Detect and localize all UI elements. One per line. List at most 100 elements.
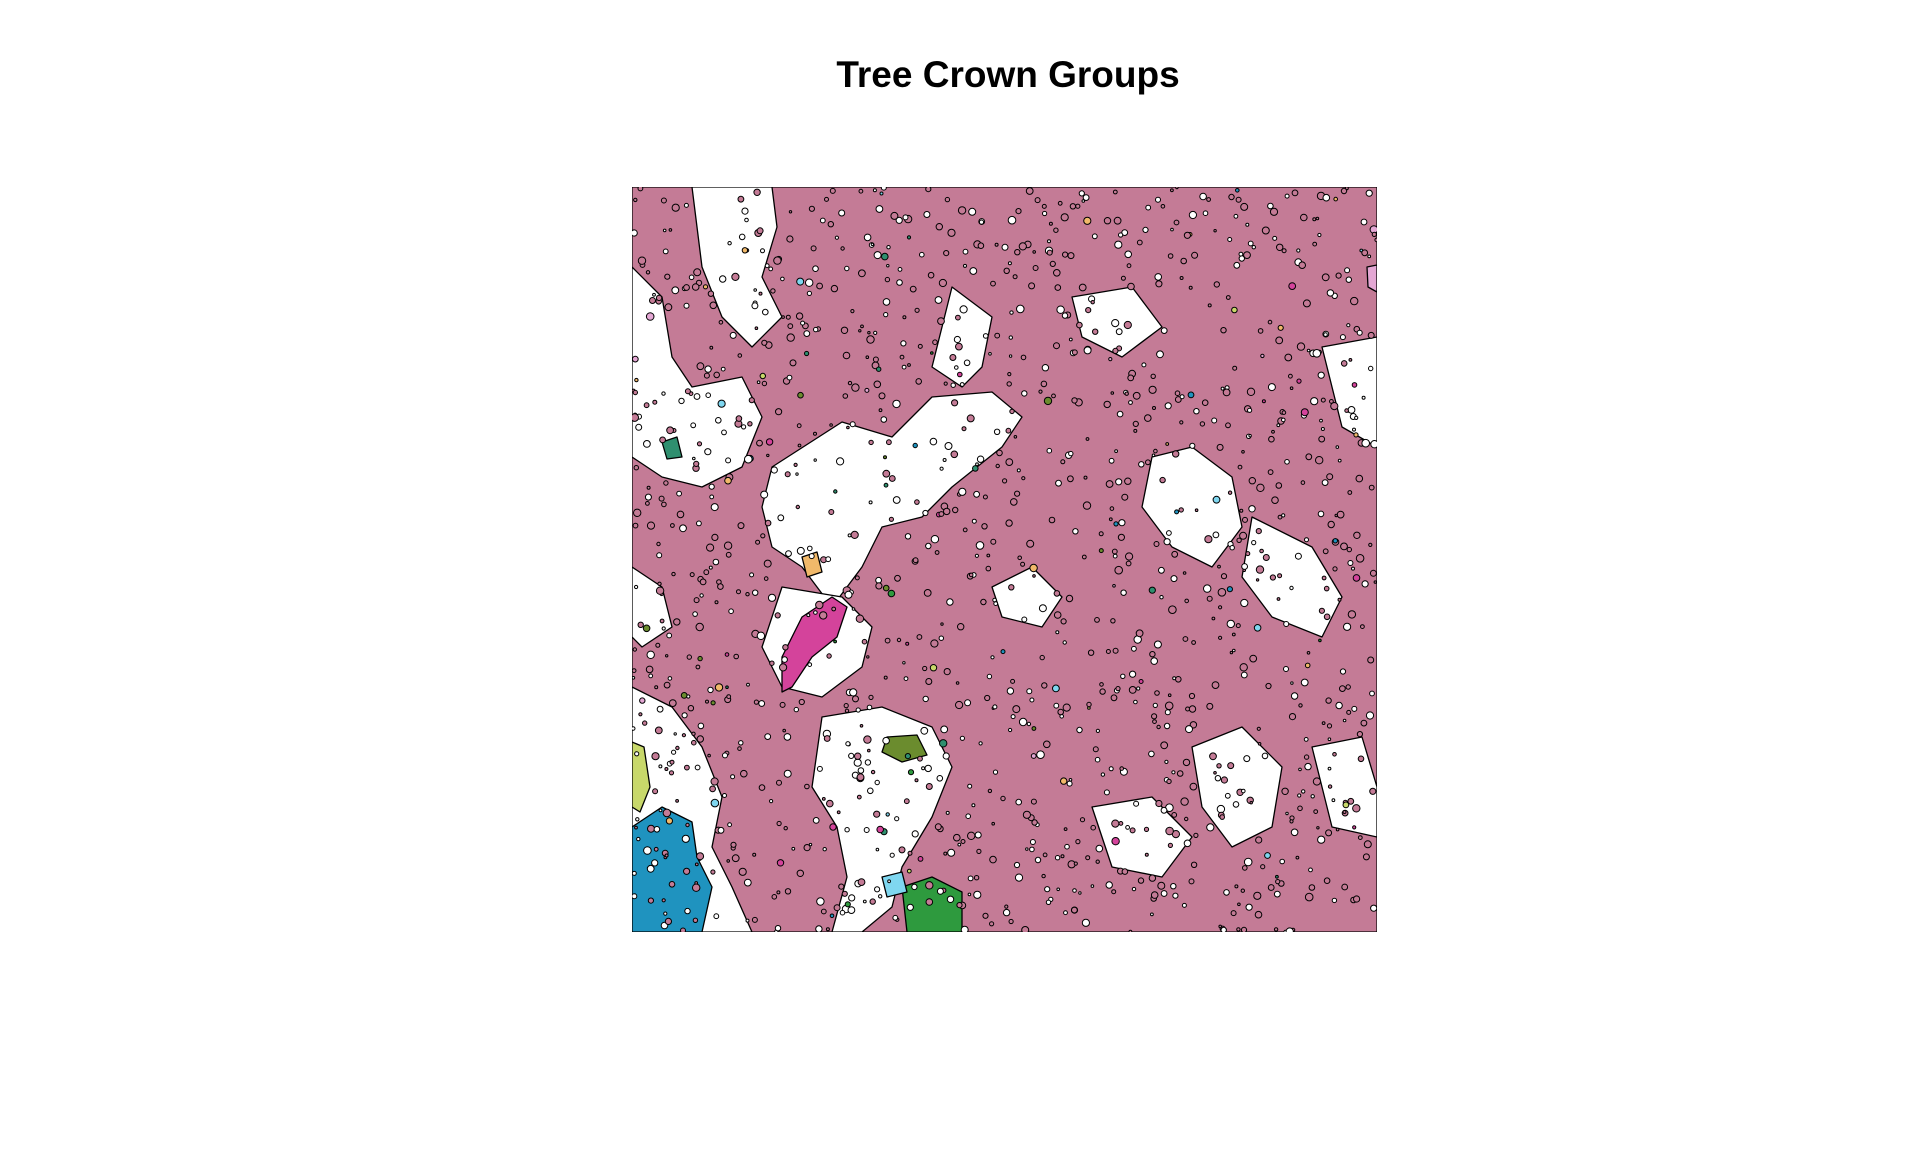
small-crown	[1240, 202, 1249, 211]
small-crown	[808, 842, 813, 847]
small-crown	[1220, 776, 1229, 784]
small-crown	[829, 823, 837, 831]
small-crown	[895, 216, 903, 224]
small-crown	[1347, 797, 1355, 805]
small-crown	[868, 694, 874, 700]
small-crown	[691, 283, 700, 291]
small-crown	[1367, 331, 1375, 339]
small-crown	[1248, 505, 1256, 513]
small-crown	[882, 469, 891, 478]
small-crown	[1194, 508, 1199, 513]
small-crown	[1103, 789, 1110, 796]
small-crown	[767, 593, 777, 602]
small-crown	[884, 276, 891, 283]
small-crown	[974, 831, 982, 839]
small-crown	[1095, 859, 1100, 864]
small-crown	[1355, 554, 1365, 563]
small-crown	[1212, 531, 1220, 539]
small-crown	[1004, 904, 1009, 909]
small-crown	[704, 365, 712, 373]
small-crown	[632, 893, 638, 900]
small-crown	[925, 187, 932, 193]
small-crown	[632, 355, 639, 363]
small-crown	[990, 280, 996, 287]
small-crown	[1304, 892, 1314, 902]
small-crown	[944, 196, 951, 203]
small-crown	[955, 314, 961, 321]
small-crown	[993, 428, 1001, 436]
small-crown	[878, 392, 886, 400]
small-crown	[1180, 257, 1188, 265]
small-crown	[810, 245, 817, 252]
small-crown	[1054, 284, 1062, 291]
small-crown	[710, 503, 719, 512]
small-crown	[1343, 622, 1352, 631]
small-crown	[1296, 378, 1302, 384]
small-crown	[1060, 459, 1066, 465]
small-crown	[1036, 750, 1045, 760]
small-crown	[1320, 427, 1325, 431]
small-crown	[1188, 878, 1195, 885]
small-crown	[1131, 886, 1137, 892]
small-crown	[1062, 251, 1069, 258]
small-crown	[1297, 793, 1302, 798]
small-crown	[986, 673, 993, 680]
small-crown	[1276, 243, 1284, 251]
small-crown	[925, 898, 934, 906]
small-crown	[1125, 552, 1134, 561]
small-crown	[744, 217, 749, 223]
small-crown	[874, 779, 880, 786]
small-crown	[658, 808, 663, 813]
small-crown	[1170, 227, 1174, 232]
small-crown	[711, 533, 719, 541]
small-crown	[1053, 611, 1062, 619]
small-crown	[756, 631, 766, 640]
small-crown	[805, 278, 814, 287]
small-crown	[1006, 381, 1012, 387]
small-crown	[776, 820, 782, 827]
small-crown	[692, 611, 698, 617]
small-crown	[1060, 618, 1067, 625]
small-crown	[833, 904, 841, 912]
small-crown	[1348, 358, 1353, 362]
small-crown	[1369, 787, 1377, 795]
small-crown	[1009, 408, 1015, 415]
small-crown	[737, 353, 743, 358]
small-crown	[706, 543, 715, 552]
small-crown	[675, 745, 680, 751]
small-crown	[964, 699, 972, 707]
small-crown	[1021, 616, 1028, 623]
small-crown	[1172, 450, 1180, 458]
small-crown	[774, 925, 782, 932]
small-crown	[775, 408, 783, 416]
small-crown	[946, 598, 954, 606]
small-crown	[826, 799, 834, 808]
small-crown	[847, 906, 856, 914]
small-crown	[1237, 464, 1243, 470]
small-crown	[1133, 699, 1138, 705]
small-crown	[1319, 418, 1323, 423]
small-crown	[632, 413, 639, 422]
small-crown	[1111, 548, 1118, 555]
small-crown	[930, 639, 939, 648]
small-crown	[874, 886, 881, 893]
small-crown	[664, 303, 673, 312]
crown-map-panel	[632, 187, 1377, 932]
small-crown	[1239, 508, 1244, 513]
small-crown	[938, 511, 945, 517]
small-crown	[944, 442, 953, 450]
small-crown	[921, 766, 926, 771]
small-crown	[1032, 265, 1039, 271]
small-crown	[942, 752, 950, 760]
small-crown	[1225, 295, 1231, 300]
small-crown	[960, 925, 969, 932]
small-crown	[920, 726, 929, 735]
small-crown	[879, 191, 884, 196]
small-crown	[737, 195, 745, 203]
small-crown	[1211, 681, 1220, 690]
small-crown	[938, 635, 944, 641]
small-crown	[680, 927, 686, 932]
small-crown	[982, 333, 989, 339]
small-crown	[637, 256, 647, 265]
small-crown	[765, 438, 774, 446]
